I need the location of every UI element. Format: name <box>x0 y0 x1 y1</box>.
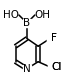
Text: HO: HO <box>3 10 19 20</box>
Bar <box>23 65 31 73</box>
Bar <box>48 64 59 71</box>
Text: N: N <box>23 64 31 74</box>
Text: Cl: Cl <box>52 62 62 72</box>
Text: F: F <box>51 34 57 44</box>
Bar <box>47 35 56 42</box>
Text: OH: OH <box>35 10 51 20</box>
Bar <box>47 35 55 42</box>
Bar <box>23 19 31 27</box>
Text: Cl: Cl <box>52 62 62 72</box>
Text: F: F <box>51 34 57 44</box>
Bar <box>48 64 55 71</box>
Text: B: B <box>23 18 30 28</box>
